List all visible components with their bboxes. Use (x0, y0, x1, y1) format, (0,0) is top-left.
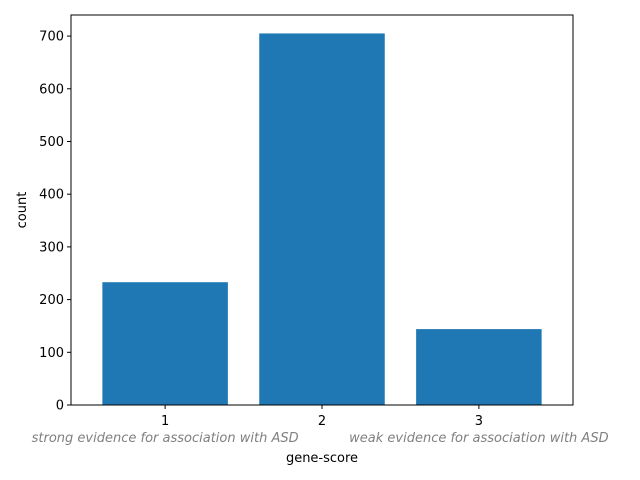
y-tick-label: 600 (39, 82, 64, 97)
y-tick-label: 700 (39, 30, 64, 45)
x-tick-label: 2 (318, 414, 326, 429)
bars-group (102, 33, 542, 405)
x-axis-label: gene-score (286, 451, 358, 466)
y-tick-label: 500 (39, 135, 64, 150)
y-tick-label: 300 (39, 240, 64, 255)
y-tick-label: 0 (56, 399, 64, 414)
bar-1 (102, 282, 228, 405)
bar-3 (416, 329, 542, 405)
annotation-weak-evidence: weak evidence for association with ASD (349, 431, 608, 446)
y-tick-label: 400 (39, 188, 64, 203)
bar-2 (259, 33, 385, 405)
y-axis-label: count (15, 192, 30, 229)
x-tick-label: 1 (161, 414, 169, 429)
x-axis-ticks: 1 2 3 (161, 405, 483, 429)
x-tick-label: 3 (475, 414, 483, 429)
y-tick-label: 100 (39, 346, 64, 361)
annotation-strong-evidence: strong evidence for association with ASD (32, 431, 299, 446)
y-axis-ticks: 0 100 200 300 400 500 600 700 (39, 30, 71, 414)
plot-frame (70, 14, 574, 406)
y-tick-label: 200 (39, 293, 64, 308)
